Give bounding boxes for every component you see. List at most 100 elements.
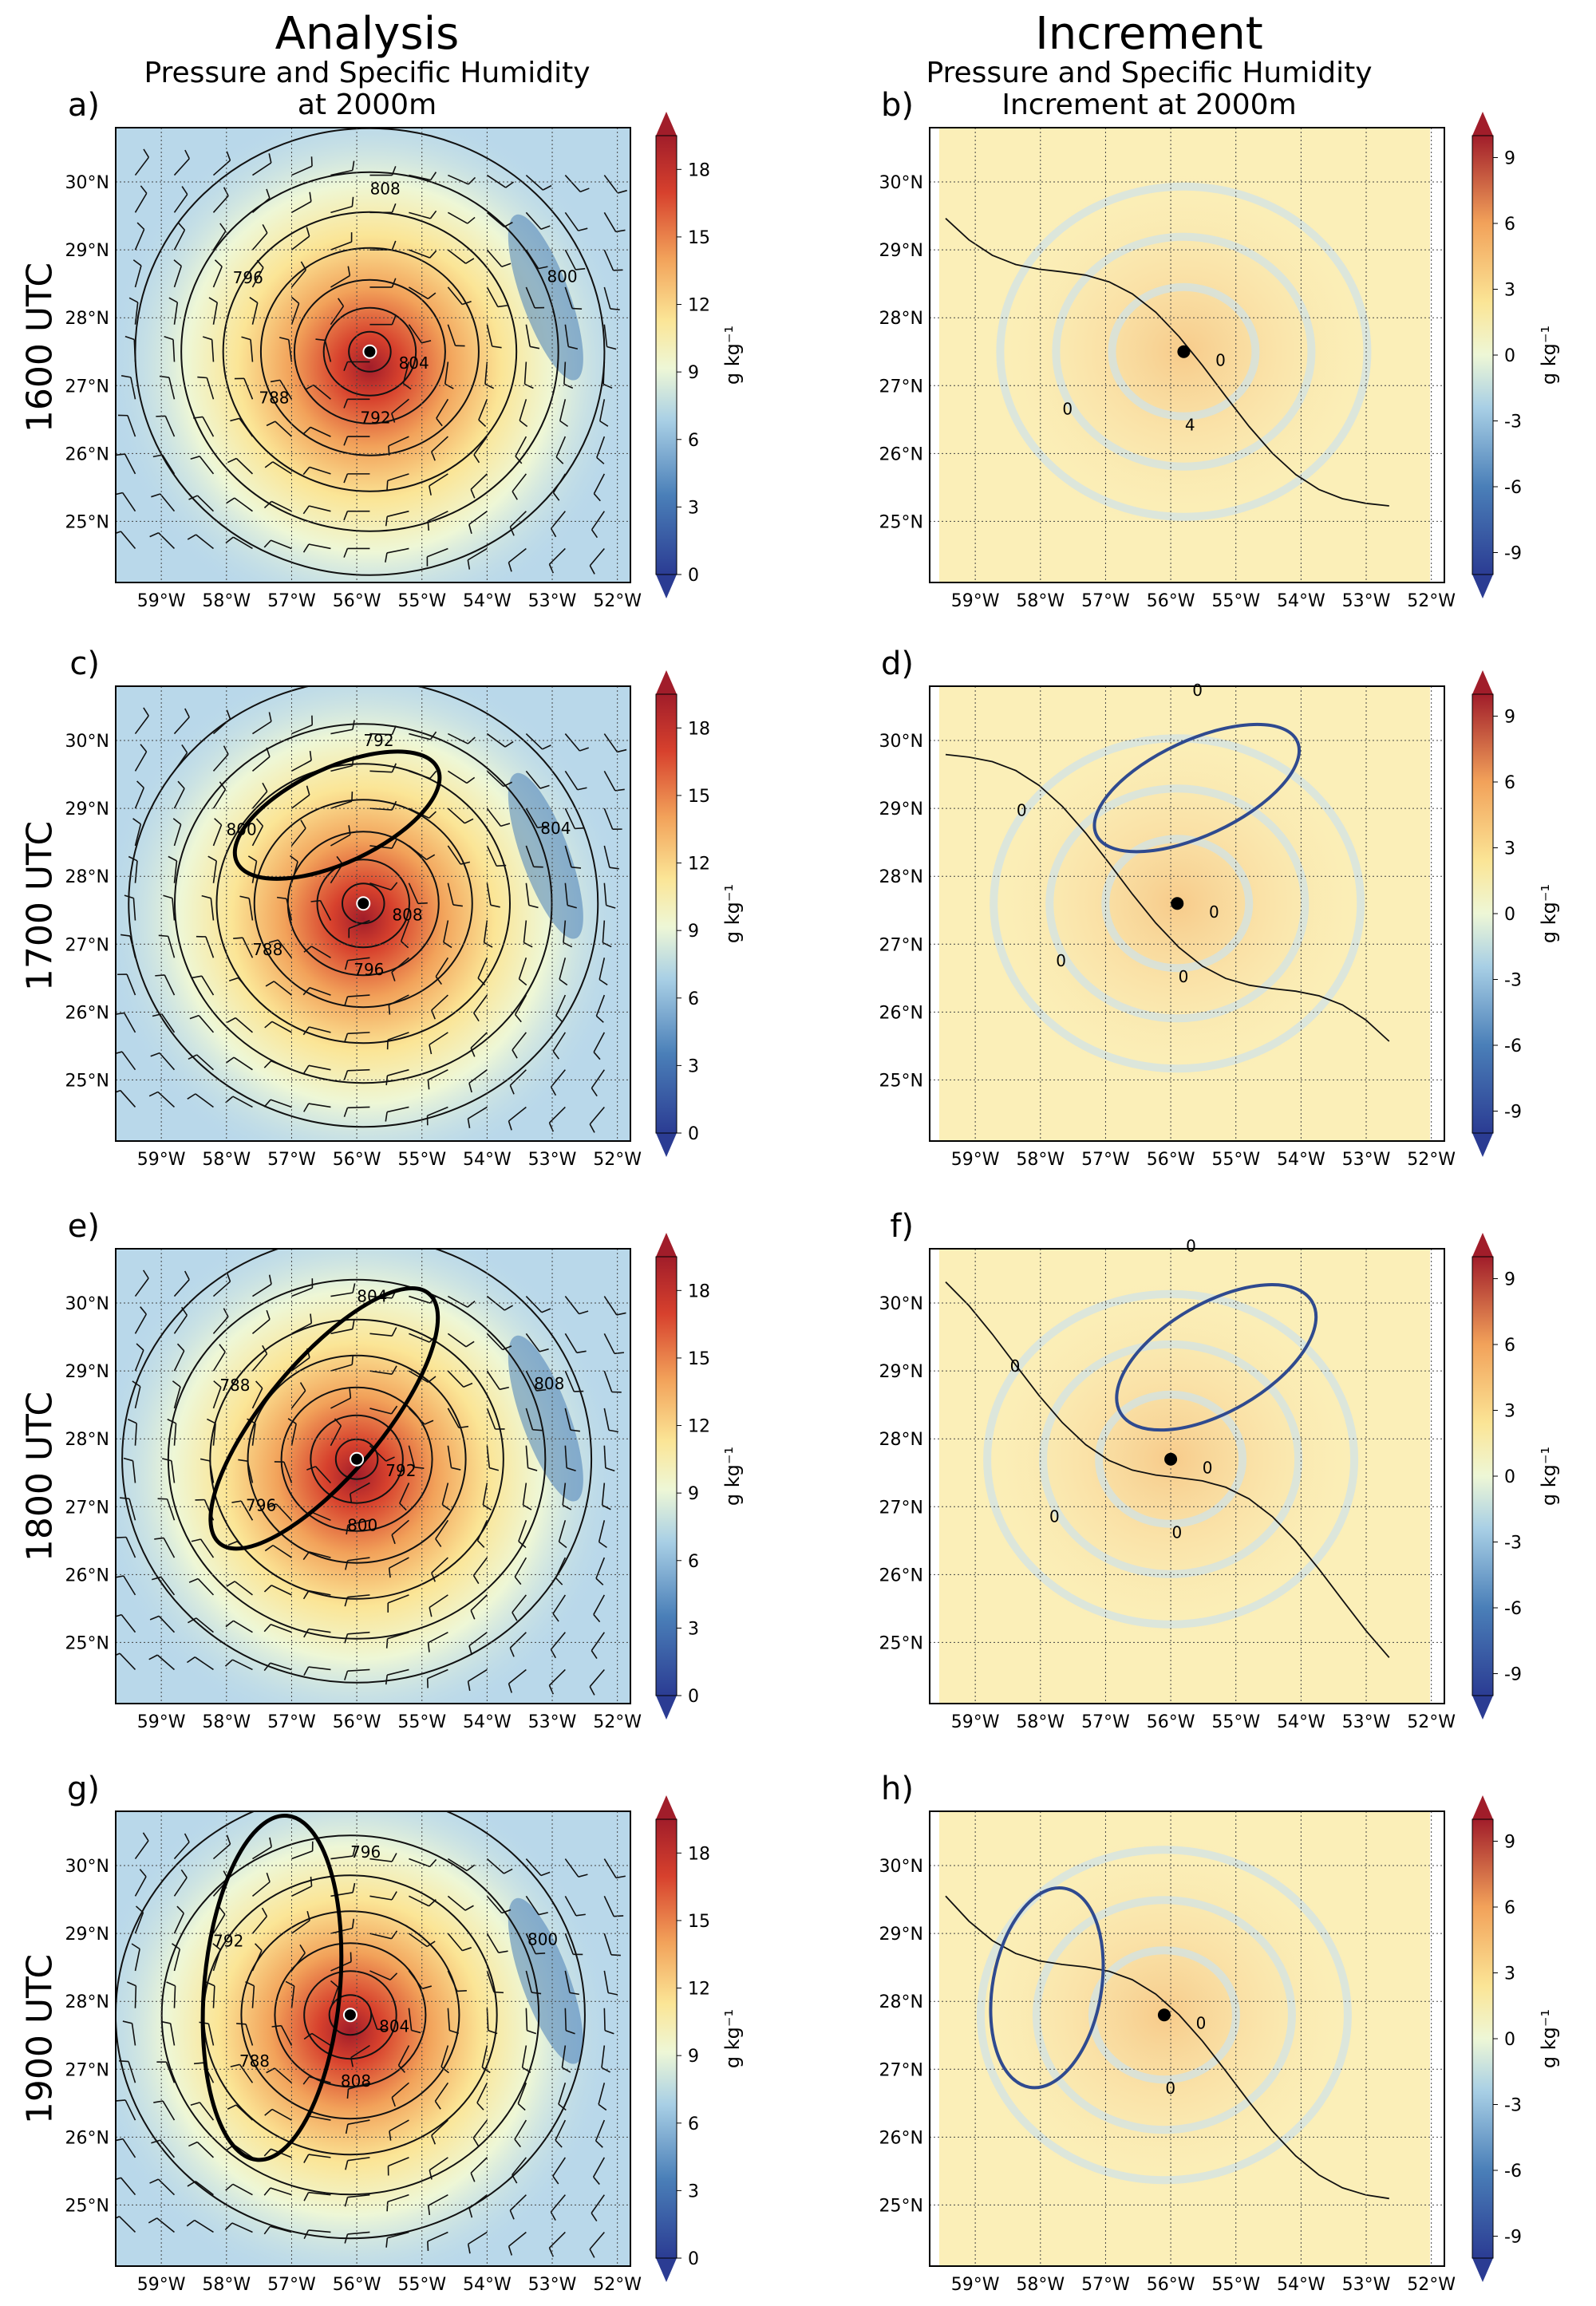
y-tick-label: 26°N [879, 1003, 923, 1023]
wind-barb [330, 298, 345, 326]
colorbar-tick-label: 6 [688, 431, 699, 451]
wind-barb [200, 1458, 215, 1483]
wind-barb [369, 315, 397, 326]
wind-barb [290, 819, 306, 847]
wind-barb [128, 855, 138, 883]
wind-barb [508, 2231, 527, 2256]
wind-barb [369, 800, 397, 811]
wind-barb [369, 2008, 387, 2031]
wind-barb [127, 1419, 138, 1446]
contour-label: 0 [1186, 1237, 1196, 1256]
wind-barb [564, 286, 583, 310]
wind-barb [486, 174, 514, 188]
wind-barb [447, 807, 474, 824]
wind-barb [467, 1106, 488, 1128]
wind-barb [231, 1500, 254, 1521]
wind-barb [192, 975, 215, 996]
wind-barb [518, 1520, 527, 1549]
wind-barb [602, 920, 612, 948]
colorbar-tick-label: 12 [688, 296, 710, 316]
colorbar-tick-label: 6 [688, 1552, 699, 1572]
wind-barb [591, 2194, 605, 2221]
y-tick-label: 30°N [65, 1857, 109, 1877]
wind-barb [173, 259, 183, 288]
wind-barb [525, 845, 543, 868]
wind-barb [426, 1668, 448, 1688]
wind-barb [470, 1594, 488, 1620]
wind-barb [302, 466, 331, 476]
wind-barb [212, 223, 227, 251]
wind-barb [525, 1970, 542, 1995]
colorbar-tick-label: 0 [688, 566, 699, 586]
colorbar [655, 693, 678, 1134]
wind-barb [593, 1032, 606, 1060]
x-tick-label: 59°W [137, 1150, 186, 1170]
wind-barb [264, 461, 292, 475]
colorbar-bottom-arrow [1472, 575, 1493, 598]
wind-barb [134, 1832, 149, 1860]
contour-label: 0 [1062, 400, 1073, 419]
wind-barb [163, 894, 176, 921]
storm-center [342, 2008, 358, 2023]
wind-barb [564, 1895, 586, 1917]
x-tick-label: 52°W [1407, 1150, 1456, 1170]
wind-barb [564, 249, 586, 270]
colorbar-label: g kg⁻¹ [721, 884, 744, 943]
wind-barb [408, 2008, 421, 2034]
y-tick-label: 25°N [879, 1633, 923, 1653]
colorbar-tick-label: 18 [688, 1844, 710, 1864]
increment-ring [976, 1846, 1352, 2185]
contour-label: 0 [1165, 2079, 1175, 2098]
wind-barb [270, 379, 293, 400]
wind-barb [153, 2100, 176, 2121]
contour-label: 796 [350, 1842, 381, 1862]
x-tick-label: 58°W [202, 1712, 251, 1732]
wind-barb [385, 1668, 409, 1685]
wind-barb [523, 920, 533, 948]
wind-barb [350, 2044, 370, 2067]
field-f [939, 1249, 1430, 1704]
pressure-contour [215, 763, 512, 1044]
wind-barb [134, 185, 148, 213]
pressure-contour [316, 859, 411, 949]
wind-barb [512, 2157, 527, 2184]
colorbar-label: g kg⁻¹ [1538, 2009, 1560, 2068]
wind-barb [291, 156, 313, 176]
wind-barb [391, 398, 409, 423]
wind-barb [212, 709, 231, 735]
field-h [939, 1811, 1430, 2266]
y-tick-label: 30°N [65, 1294, 109, 1314]
wind-barb [123, 1457, 136, 1483]
x-tick-label: 58°W [1016, 1712, 1065, 1732]
wind-barb [173, 222, 186, 251]
storm-center [1157, 2008, 1171, 2022]
wind-barb [124, 894, 136, 921]
wind-barb [447, 845, 471, 865]
wind-barb [427, 1631, 448, 1653]
wind-barb [409, 731, 437, 740]
dry-band [508, 1335, 583, 1502]
wind-barb [291, 192, 312, 214]
x-tick-label: 52°W [593, 1150, 642, 1170]
x-tick-label: 54°W [1277, 591, 1325, 611]
pressure-contour [293, 278, 446, 424]
y-tick-label: 27°N [65, 377, 109, 397]
wind-barb [564, 770, 587, 791]
wind-barb [224, 2222, 253, 2233]
contour-label: 800 [527, 1930, 558, 1949]
pressure-contour [259, 247, 480, 456]
x-tick-label: 58°W [1016, 2275, 1065, 2295]
colorbar-tick-label: -9 [1504, 2228, 1522, 2248]
y-tick-label: 27°N [65, 1498, 109, 1518]
wind-barb [148, 1091, 176, 1108]
y-tick-label: 28°N [65, 1992, 109, 2012]
colorbar [655, 1818, 678, 2259]
wind-barb [173, 186, 188, 213]
wind-barb [303, 946, 331, 958]
y-tick-label: 30°N [879, 173, 923, 193]
wind-barb [302, 1551, 331, 1561]
plot-frame [929, 1810, 1445, 2267]
wind-barb [391, 2082, 409, 2107]
contour-label: 0 [1196, 2014, 1207, 2033]
analysis-subtitle-line1: Pressure and Specific Humidity [144, 57, 591, 89]
